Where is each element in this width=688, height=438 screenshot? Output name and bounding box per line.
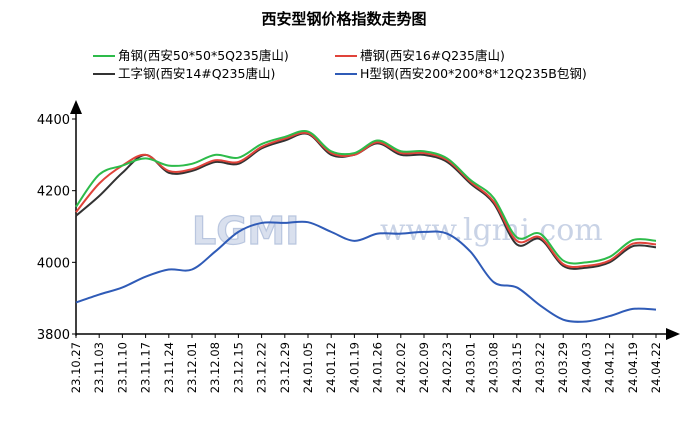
x-axis-ticks: 23.10.27 23.11.03 23.11.10 23.11.17 23.11.24… <box>69 334 663 393</box>
x-tick-label-3: 23.11.17 <box>139 342 153 393</box>
x-tick-label-19: 24.03.15 <box>510 342 524 393</box>
series-line-h-beam <box>75 220 657 323</box>
x-tick-label-6: 23.12.08 <box>208 342 222 393</box>
x-tick-label-4: 23.11.24 <box>162 342 176 393</box>
x-tick-label-18: 24.03.08 <box>487 342 501 393</box>
y-axis: 3800 4000 4200 4400 <box>37 100 82 343</box>
x-tick-label-17: 24.03.01 <box>463 342 477 393</box>
x-tick-label-10: 24.01.05 <box>301 342 315 393</box>
x-tick-label-0: 23.10.27 <box>69 342 83 393</box>
series-line-angle-steel <box>75 129 657 265</box>
series-line-channel-steel <box>75 131 657 269</box>
x-tick-label-14: 24.02.02 <box>394 342 408 393</box>
x-tick-label-20: 24.03.22 <box>533 342 547 393</box>
y-tick-label-2: 4200 <box>37 185 70 200</box>
x-tick-label-16: 24.02.23 <box>440 342 454 393</box>
y-tick-label-1: 4000 <box>37 256 70 271</box>
x-axis-arrow <box>666 328 680 340</box>
watermark-logo: LGMI <box>192 209 299 253</box>
x-tick-label-13: 24.01.26 <box>371 342 385 393</box>
x-tick-label-5: 23.12.01 <box>185 342 199 393</box>
legend: 角钢(西安50*50*5Q235唐山) 槽钢(西安16#Q235唐山) 工字钢(… <box>93 48 587 81</box>
x-tick-label-2: 23.11.10 <box>115 342 129 393</box>
y-tick-label-0: 3800 <box>37 328 70 343</box>
legend-label-angle-steel: 角钢(西安50*50*5Q235唐山) <box>118 48 289 63</box>
x-tick-label-7: 23.12.15 <box>231 342 245 393</box>
legend-item-i-beam: 工字钢(西安14#Q235唐山) <box>93 66 275 81</box>
legend-label-channel-steel: 槽钢(西安16#Q235唐山) <box>360 48 505 63</box>
y-axis-arrow <box>70 100 82 114</box>
legend-item-angle-steel: 角钢(西安50*50*5Q235唐山) <box>93 48 289 63</box>
x-axis: 23.10.27 23.11.03 23.11.10 23.11.17 23.11.24… <box>69 328 680 393</box>
x-tick-label-11: 24.01.12 <box>324 342 338 393</box>
x-tick-label-1: 23.11.03 <box>92 342 106 393</box>
x-tick-label-8: 23.12.22 <box>255 342 269 393</box>
x-tick-label-9: 23.12.29 <box>278 342 292 393</box>
watermark-url: www.lgmi.com <box>380 213 603 248</box>
x-tick-label-24: 24.04.19 <box>626 342 640 393</box>
legend-label-i-beam: 工字钢(西安14#Q235唐山) <box>118 66 275 81</box>
chart-title: 西安型钢价格指数走势图 <box>261 10 426 28</box>
x-tick-label-21: 24.03.29 <box>556 342 570 393</box>
x-tick-label-15: 24.02.09 <box>417 342 431 393</box>
x-tick-label-22: 24.04.03 <box>579 342 593 393</box>
y-tick-label-3: 4400 <box>37 113 70 128</box>
series-line-i-beam <box>75 132 657 270</box>
legend-item-h-beam: H型钢(西安200*200*8*12Q235B包钢) <box>335 66 587 81</box>
x-tick-label-23: 24.04.12 <box>603 342 617 393</box>
legend-item-channel-steel: 槽钢(西安16#Q235唐山) <box>335 48 505 63</box>
legend-label-h-beam: H型钢(西安200*200*8*12Q235B包钢) <box>360 66 587 81</box>
x-tick-label-12: 24.01.19 <box>347 342 361 393</box>
watermark: LGMI www.lgmi.com <box>191 208 603 253</box>
series-lines <box>75 129 657 323</box>
x-tick-label-25: 24.04.22 <box>649 342 663 393</box>
y-axis-ticks: 3800 4000 4200 4400 <box>37 113 76 343</box>
